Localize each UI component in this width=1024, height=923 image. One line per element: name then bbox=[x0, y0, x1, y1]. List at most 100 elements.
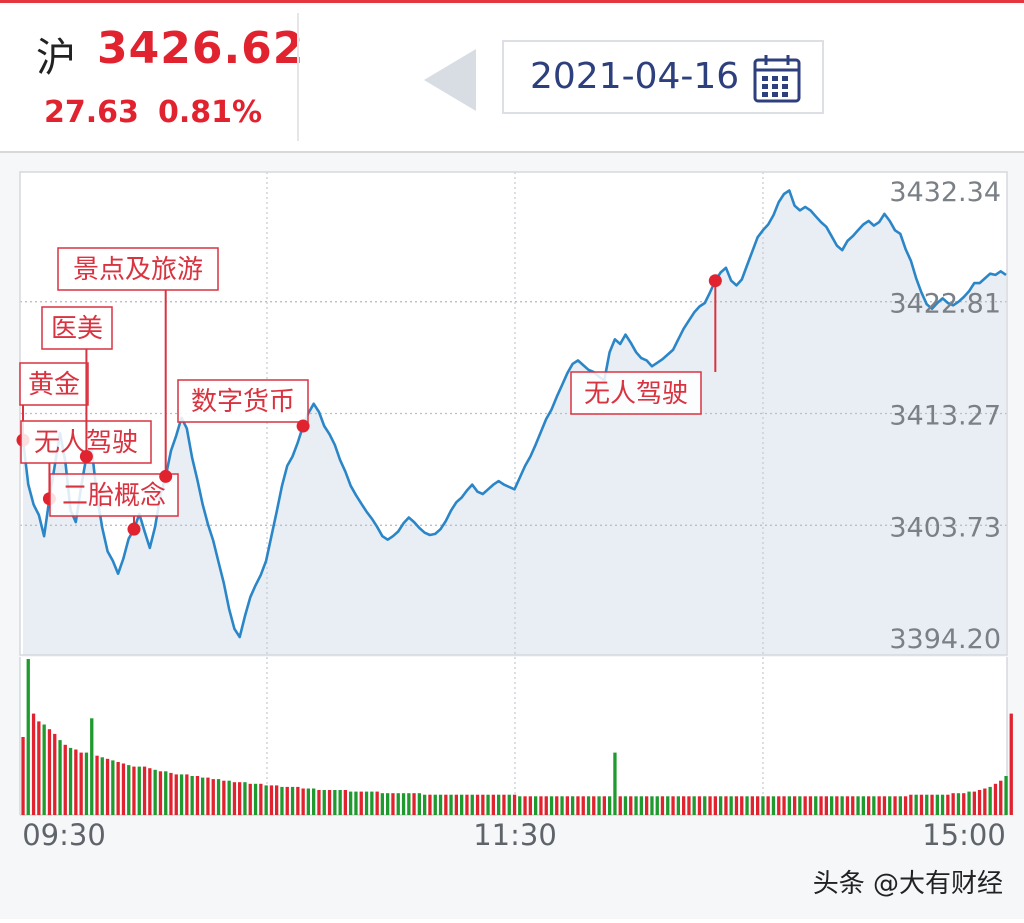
volume-bar bbox=[375, 791, 379, 815]
volume-bar bbox=[26, 659, 30, 815]
volume-bar bbox=[42, 724, 46, 815]
volume-bar bbox=[819, 796, 823, 815]
volume-bar bbox=[132, 766, 136, 815]
volume-bar bbox=[222, 780, 226, 815]
volume-bar bbox=[37, 721, 41, 815]
chart-area: 3432.34 3422.81 3413.27 3403.73 3394.20 09:30… bbox=[0, 153, 1024, 919]
volume-bar bbox=[983, 788, 987, 815]
volume-bar bbox=[190, 776, 194, 815]
y-tick-label: 3403.73 bbox=[889, 512, 1001, 543]
volume-bar bbox=[364, 791, 369, 815]
volume-bar bbox=[359, 791, 363, 815]
volume-bar bbox=[872, 796, 876, 815]
volume-bar bbox=[888, 796, 892, 815]
volume-bar bbox=[449, 794, 453, 815]
volume-bar bbox=[798, 796, 802, 815]
volume-bar bbox=[63, 744, 67, 815]
index-change-percent: 0.81% bbox=[158, 95, 263, 130]
volume-bar bbox=[465, 794, 469, 815]
volume-bar bbox=[121, 763, 126, 815]
volume-bar bbox=[280, 786, 284, 815]
annotation-box bbox=[177, 379, 309, 423]
annotation-label: 数字货币 bbox=[191, 387, 295, 417]
volume-bar bbox=[84, 752, 89, 815]
volume-bar bbox=[597, 796, 601, 815]
volume-bar bbox=[232, 782, 237, 815]
annotation-label: 景点及旅游 bbox=[73, 255, 203, 285]
volume-bar bbox=[946, 794, 950, 815]
annotation-label: 黄金 bbox=[28, 370, 80, 400]
volume-bar bbox=[840, 796, 844, 815]
annotation-label: 医美 bbox=[51, 314, 103, 344]
volume-bar bbox=[999, 780, 1003, 815]
volume-bar bbox=[925, 794, 929, 815]
volume-bar bbox=[940, 794, 945, 815]
volume-bar bbox=[211, 779, 215, 815]
volume-bar bbox=[845, 796, 850, 815]
volume-bar bbox=[623, 796, 628, 815]
volume-bar bbox=[290, 786, 295, 815]
volume-bar bbox=[275, 785, 279, 815]
volume-bar bbox=[893, 796, 897, 815]
volume-bar bbox=[650, 796, 654, 815]
volume-bar bbox=[761, 796, 765, 815]
volume-bar bbox=[903, 796, 908, 815]
volume-bar bbox=[216, 779, 221, 815]
volume-bar bbox=[803, 796, 807, 815]
volume-bar bbox=[438, 794, 443, 815]
volume-bar bbox=[697, 796, 702, 815]
volume-bar bbox=[518, 796, 522, 815]
volume-bar bbox=[639, 796, 643, 815]
volume-bar bbox=[248, 783, 252, 815]
volume-bar bbox=[523, 796, 527, 815]
volume-bar bbox=[549, 796, 554, 815]
volume-bar bbox=[481, 794, 485, 815]
volume-bar bbox=[909, 794, 913, 815]
volume-bar bbox=[201, 777, 205, 815]
volume-bar bbox=[824, 796, 828, 815]
volume-bar bbox=[243, 782, 247, 815]
annotation-marker bbox=[708, 274, 722, 288]
index-value: 3426.62 bbox=[97, 23, 305, 74]
volume-bar bbox=[740, 796, 744, 815]
previous-day-arrow-icon[interactable] bbox=[424, 49, 476, 111]
date-picker[interactable]: 2021-04-16 bbox=[502, 40, 824, 114]
volume-bar bbox=[613, 752, 617, 815]
price-line bbox=[21, 189, 1007, 639]
index-header: 沪 3426.62 27.63 0.81% 2021-04-16 bbox=[0, 3, 1024, 153]
volume-bar bbox=[153, 769, 157, 815]
volume-bar bbox=[993, 783, 998, 815]
annotation-box bbox=[57, 247, 219, 291]
y-tick-label: 3432.34 bbox=[889, 177, 1001, 208]
volume-bar bbox=[951, 793, 955, 815]
annotation-marker bbox=[159, 469, 173, 483]
volume-bar bbox=[703, 796, 707, 815]
volume-bar bbox=[460, 794, 464, 815]
volume-bar bbox=[486, 794, 490, 815]
volume-bar bbox=[105, 758, 110, 815]
volume-bar bbox=[79, 752, 83, 815]
volume-bar bbox=[1009, 713, 1013, 815]
volume-bar bbox=[814, 796, 818, 815]
volume-bar bbox=[433, 794, 437, 815]
x-tick-label: 15:00 bbox=[922, 818, 1006, 852]
x-tick-label: 09:30 bbox=[22, 818, 106, 852]
calendar-icon[interactable] bbox=[752, 54, 802, 108]
volume-bar bbox=[312, 788, 316, 815]
volume-bar bbox=[401, 793, 406, 815]
volume-bar bbox=[750, 796, 754, 815]
volume-bar bbox=[148, 768, 152, 815]
volume-bar bbox=[877, 796, 881, 815]
volume-bar bbox=[956, 793, 961, 815]
volume-bar bbox=[576, 796, 580, 815]
volume-bar bbox=[491, 794, 495, 815]
volume-bar bbox=[227, 780, 231, 815]
volume-bar bbox=[53, 733, 57, 815]
volume-bar bbox=[777, 796, 781, 815]
volume-bar bbox=[296, 786, 300, 815]
volume-bar bbox=[269, 785, 274, 815]
volume-bar bbox=[185, 774, 189, 815]
volume-bar bbox=[428, 794, 432, 815]
volume-bar bbox=[21, 737, 25, 815]
header-divider bbox=[297, 13, 299, 141]
